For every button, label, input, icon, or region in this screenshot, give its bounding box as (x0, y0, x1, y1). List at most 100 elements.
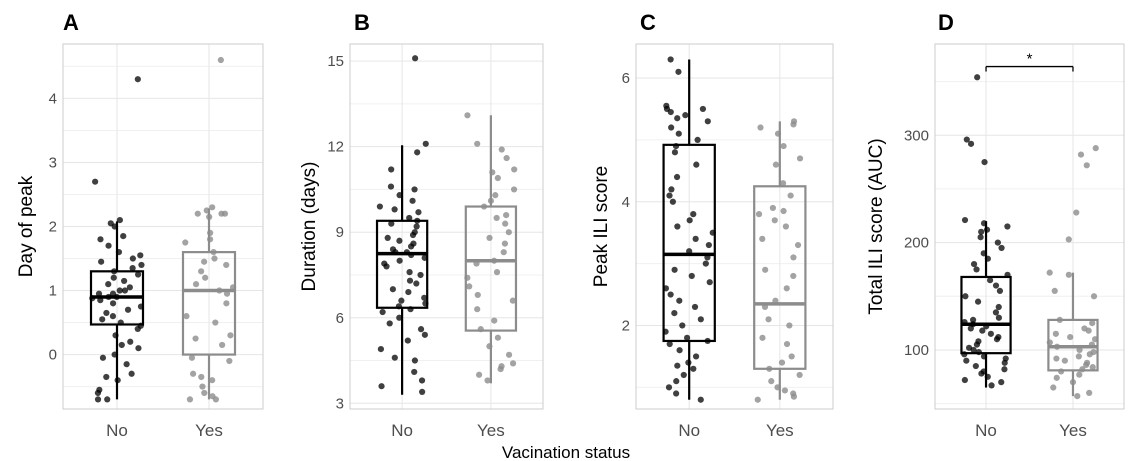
box-iqr (464, 205, 518, 332)
data-point (692, 353, 700, 360)
data-point (1079, 366, 1086, 373)
data-point (963, 357, 970, 364)
data-point (1065, 271, 1072, 278)
data-point (422, 140, 429, 147)
data-point (466, 283, 473, 290)
data-point (1056, 316, 1063, 323)
data-point (395, 303, 402, 310)
panel-letter: C (640, 10, 656, 35)
data-point (762, 266, 769, 273)
x-tick-label: Yes (766, 421, 794, 440)
data-point (212, 396, 219, 403)
y-tick-label: 100 (904, 342, 929, 359)
data-point (662, 285, 670, 292)
data-point (766, 365, 773, 372)
data-point (412, 55, 419, 62)
data-point (673, 173, 681, 181)
data-point (704, 254, 711, 261)
data-point (99, 316, 106, 323)
data-point (137, 303, 145, 310)
data-point (105, 242, 112, 249)
data-point (474, 291, 481, 299)
data-point (183, 313, 190, 320)
data-point (123, 361, 130, 368)
data-point (702, 260, 709, 267)
x-tick-label: Yes (477, 421, 505, 440)
data-point (109, 300, 117, 307)
data-point (699, 105, 707, 113)
data-point (666, 340, 673, 348)
data-point (414, 149, 421, 156)
data-point (1050, 384, 1057, 391)
data-point (686, 217, 693, 224)
data-point (759, 334, 766, 341)
data-point (796, 155, 804, 162)
data-point (419, 388, 426, 395)
data-point (199, 383, 206, 390)
y-tick-label: 200 (904, 235, 929, 252)
data-point (1001, 366, 1008, 373)
data-point (477, 326, 484, 333)
data-point (1052, 330, 1059, 337)
data-point (1090, 293, 1098, 300)
data-point (987, 330, 994, 337)
data-point (772, 297, 779, 304)
data-point (679, 322, 686, 329)
data-point (192, 335, 199, 342)
data-point (500, 249, 507, 256)
data-point (1073, 209, 1080, 216)
data-point (690, 365, 697, 372)
data-point (138, 261, 145, 269)
data-point (992, 309, 1000, 316)
data-point (486, 234, 493, 242)
data-point (1086, 351, 1093, 358)
data-point (99, 354, 107, 361)
data-point (981, 158, 988, 166)
y-tick-label: 6 (336, 310, 344, 327)
data-point (783, 285, 790, 292)
data-point (134, 76, 141, 83)
data-point (505, 351, 513, 358)
data-point (995, 314, 1003, 321)
data-point (198, 373, 205, 381)
data-point (135, 345, 142, 352)
data-point (94, 389, 102, 397)
data-point (769, 204, 777, 212)
panel-border (349, 43, 544, 410)
data-point (406, 269, 413, 276)
data-point (388, 166, 395, 173)
data-point (105, 293, 112, 301)
data-point (201, 258, 208, 265)
data-point (188, 354, 196, 361)
data-point (223, 261, 230, 269)
y-tick-label: 3 (49, 154, 57, 171)
data-point (201, 389, 208, 397)
data-point (967, 325, 974, 332)
y-tick-label: 300 (904, 127, 929, 144)
panel-border (62, 43, 264, 410)
data-point (676, 297, 683, 304)
data-point (487, 197, 495, 204)
data-point (415, 209, 422, 216)
data-point (1065, 236, 1072, 243)
data-point (127, 338, 134, 345)
data-point (134, 325, 141, 333)
data-point (379, 308, 386, 316)
data-point (94, 396, 102, 403)
data-point (668, 186, 675, 193)
data-point (137, 252, 144, 259)
data-point (404, 337, 411, 344)
data-point (209, 377, 216, 384)
data-point (408, 251, 415, 259)
y-tick-label: 12 (327, 139, 344, 156)
data-point (1085, 327, 1092, 334)
data-point (418, 377, 426, 384)
data-point (209, 204, 216, 211)
data-point (498, 146, 505, 153)
x-tick-label: No (975, 421, 997, 440)
data-point (1004, 223, 1011, 230)
data-point (464, 274, 471, 281)
data-point (384, 234, 391, 242)
data-point (973, 266, 980, 273)
y-tick-label: 15 (327, 53, 344, 70)
